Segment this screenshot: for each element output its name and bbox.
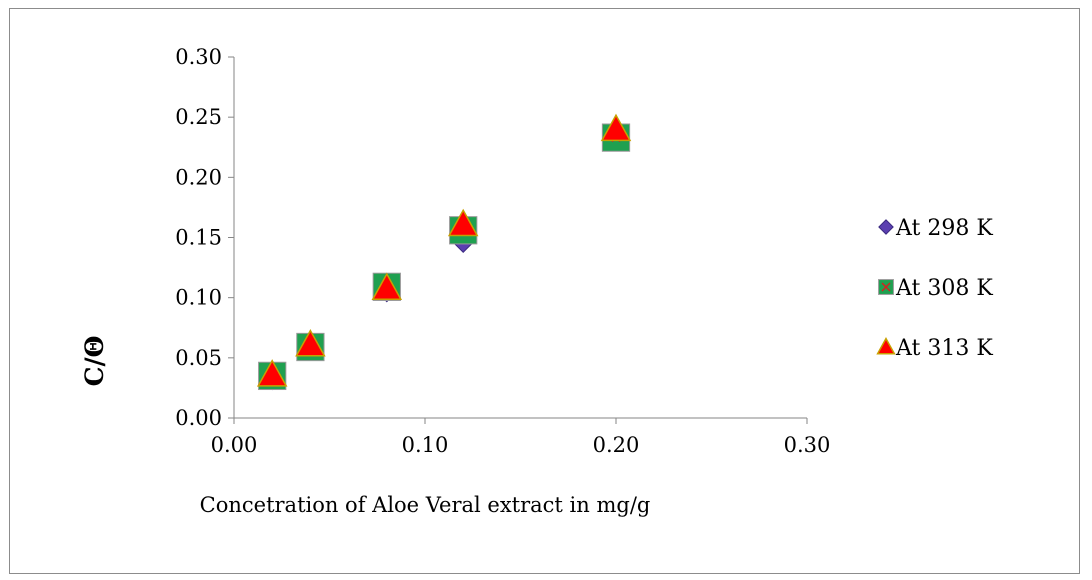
y-tick-label: 0.05 [175,346,222,370]
data-point-triangle [600,113,632,142]
chart-frame: 0.00 0.05 0.10 0.15 0.20 0.25 0.30 0.00 0.10 0.20… [9,8,1080,574]
y-tick-label: 0.00 [175,406,222,430]
y-tick-label: 0.20 [175,165,222,189]
x-tick-label: 0.10 [402,433,449,457]
legend-label: At 298 K [895,216,993,241]
data-point-triangle [371,272,403,300]
tick-labels: 0.00 0.05 0.10 0.15 0.20 0.25 0.30 0.00 0.10 0.20… [175,45,830,457]
data-point-triangle [295,329,326,357]
y-tick-label: 0.15 [175,226,222,250]
scatter-chart: 0.00 0.05 0.10 0.15 0.20 0.25 0.30 0.00 0.10 0.20… [80,45,993,517]
legend: At 298 K At 308 K At 313 K [876,216,993,361]
legend-marker [878,219,894,235]
x-axis-title: Concetration of Aloe Veral extract in mg… [200,493,651,517]
y-tick-label: 0.30 [175,45,222,69]
axes [228,56,808,424]
data-point-triangle [256,359,288,387]
y-tick-label: 0.10 [175,286,222,310]
data-point-triangle [447,208,479,237]
x-tick-label: 0.00 [211,433,258,457]
legend-marker [878,279,894,295]
square-marker-cross [881,282,891,292]
y-tick-label: 0.25 [175,105,222,129]
data-points [256,113,632,391]
legend-label: At 308 K [895,276,993,301]
legend-label: At 313 K [895,336,993,361]
y-axis-title: C/Θ [80,336,109,387]
x-tick-label: 0.20 [593,433,640,457]
x-tick-label: 0.30 [784,433,831,457]
legend-marker [876,337,896,355]
